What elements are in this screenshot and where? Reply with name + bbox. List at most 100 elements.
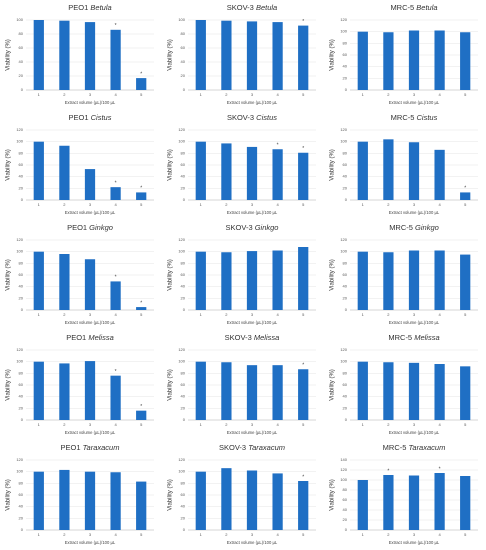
x-tick-label: 2 [63,202,66,207]
bar [221,468,232,530]
y-tick-label: 40 [343,64,348,69]
bar [221,362,232,420]
x-axis-label: Extract volume (µL)/100 µL [65,430,116,435]
bar [434,149,445,200]
bar [33,20,44,90]
chart-title: PEO1 Cistus [69,113,112,122]
x-tick-label: 2 [63,312,66,317]
y-tick-label: 20 [19,295,24,300]
x-tick-label: 5 [464,202,467,207]
bar [408,250,420,310]
x-tick-label: 5 [302,92,305,97]
x-tick-label: 5 [302,532,305,537]
y-tick-label: 100 [178,17,185,22]
x-tick-label: 4 [438,312,441,317]
y-tick-label: 100 [16,249,23,254]
significance-marker: * [140,300,142,306]
x-axis-label: Extract volume (µL)/100 µL [389,100,440,105]
bar [84,361,96,420]
y-tick-label: 60 [181,162,186,167]
y-axis-label: Viability (%) [330,149,336,181]
bar [110,281,121,310]
x-axis-label: Extract volume (µL)/100 µL [227,320,278,325]
title-cell: MRC-5 [389,223,413,232]
x-tick-label: 1 [38,422,41,427]
y-axis-label: Viability (%) [168,369,174,401]
bar [272,473,283,530]
bar [408,30,420,90]
title-species: Melissa [88,333,113,342]
chart-panel: SKOV-3 Cistus 0 20 40 60 80 100 120 Viability (%… [168,113,316,215]
title-species: Melissa [254,333,279,342]
title-cell: PEO1 [61,443,81,452]
title-cell: MRC-5 [391,113,415,122]
x-tick-label: 4 [114,202,117,207]
bar [434,250,445,310]
y-tick-label: 40 [343,174,348,179]
y-tick-label: 20 [181,295,186,300]
chart-panel: SKOV-3 Ginkgo 0 20 40 60 80 100 120 Viability (%… [168,223,316,325]
title-cell: SKOV-3 [226,223,253,232]
y-tick-label: 20 [343,405,348,410]
x-axis-label: Extract volume (µL)/100 µL [389,430,440,435]
y-tick-label: 40 [343,507,348,512]
bar [460,192,471,200]
x-tick-label: 4 [438,532,441,537]
y-tick-label: 120 [178,457,185,462]
title-species: Betula [256,3,277,12]
bar [434,473,445,530]
significance-marker: * [140,404,142,410]
y-tick-label: 120 [340,127,347,132]
title-cell: SKOV-3 [225,333,252,342]
y-tick-label: 40 [181,504,186,509]
x-axis-label: Extract volume (µL)/100 µL [389,210,440,215]
bar [383,362,394,420]
x-tick-label: 2 [225,422,228,427]
chart-title: SKOV-3 Ginkgo [226,223,279,232]
y-tick-label: 0 [345,197,348,202]
x-tick-label: 1 [200,422,203,427]
x-tick-label: 5 [464,92,467,97]
significance-marker: * [439,466,441,472]
y-tick-label: 120 [16,457,23,462]
y-tick-label: 80 [343,150,348,155]
y-tick-label: 80 [343,487,348,492]
significance-marker: * [115,369,117,375]
bar [272,22,283,91]
bar [136,307,147,310]
x-tick-label: 2 [387,312,390,317]
bar [383,32,394,90]
y-tick-label: 40 [19,59,24,64]
x-axis-label: Extract volume (µL)/100 µL [227,100,278,105]
bar [298,481,309,530]
y-tick-label: 20 [181,185,186,190]
bar [195,251,206,310]
chart-title: SKOV-3 Melissa [225,333,280,342]
chart-panel: SKOV-3 Taraxacum 0 20 40 60 80 100 120 Viability… [168,443,316,545]
y-axis-label: Viability (%) [168,479,174,511]
y-tick-label: 0 [21,197,24,202]
bar [383,139,394,200]
x-tick-label: 2 [225,312,228,317]
title-cell: SKOV-3 [227,113,254,122]
bar [383,252,394,310]
x-tick-label: 5 [302,312,305,317]
bar [434,30,445,90]
y-tick-label: 100 [16,139,23,144]
bar [298,369,309,420]
significance-marker: * [140,186,142,192]
y-tick-label: 120 [16,127,23,132]
bar [195,141,206,200]
significance-marker: * [115,23,117,29]
x-tick-label: 3 [413,92,416,97]
bar [408,475,420,530]
bar [357,31,368,91]
bar [246,251,258,310]
bar [246,365,258,420]
y-axis-label: Viability (%) [6,39,12,71]
y-tick-label: 40 [19,394,24,399]
significance-marker: * [140,71,142,77]
x-tick-label: 1 [362,92,365,97]
bar [221,143,232,200]
y-tick-label: 80 [19,480,24,485]
